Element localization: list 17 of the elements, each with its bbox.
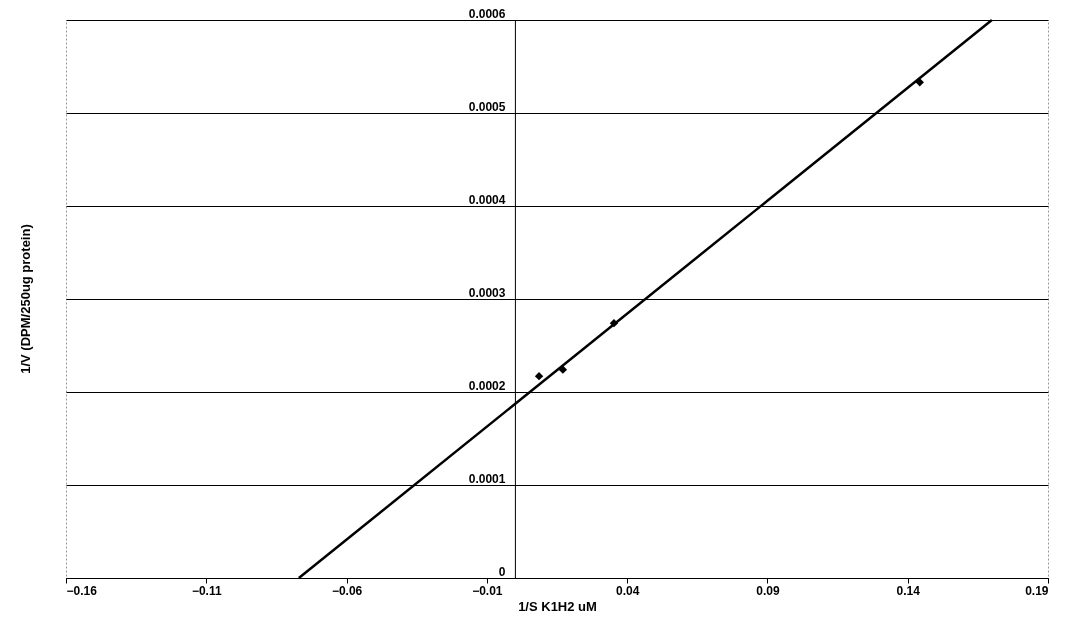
y-tick-label: 0.0003 (468, 285, 506, 300)
x-axis-title: 1/S K1H2 uM (518, 598, 597, 614)
x-tick-label: −0.16 (66, 583, 98, 598)
y-tick-label: 0.0001 (468, 471, 506, 486)
y-tick-label: 0.0002 (468, 378, 506, 393)
x-tick-label: 0.14 (896, 583, 921, 598)
x-tick-label: 0.09 (756, 583, 780, 598)
x-tick-label: 0.19 (1025, 583, 1049, 598)
x-tick-label: −0.06 (331, 583, 363, 598)
x-tick-label: 0.04 (615, 583, 640, 598)
y-axis-title: 1/V (DPM/250ug protein) (18, 224, 33, 374)
y-tick-label: 0.0004 (468, 192, 506, 207)
x-tick-label: −0.01 (472, 583, 503, 598)
x-tick-label: −0.11 (191, 583, 222, 598)
y-tick-label: 0 (498, 564, 506, 579)
y-tick-label: 0.0005 (468, 99, 506, 114)
y-tick-label: 0.0006 (468, 6, 506, 21)
